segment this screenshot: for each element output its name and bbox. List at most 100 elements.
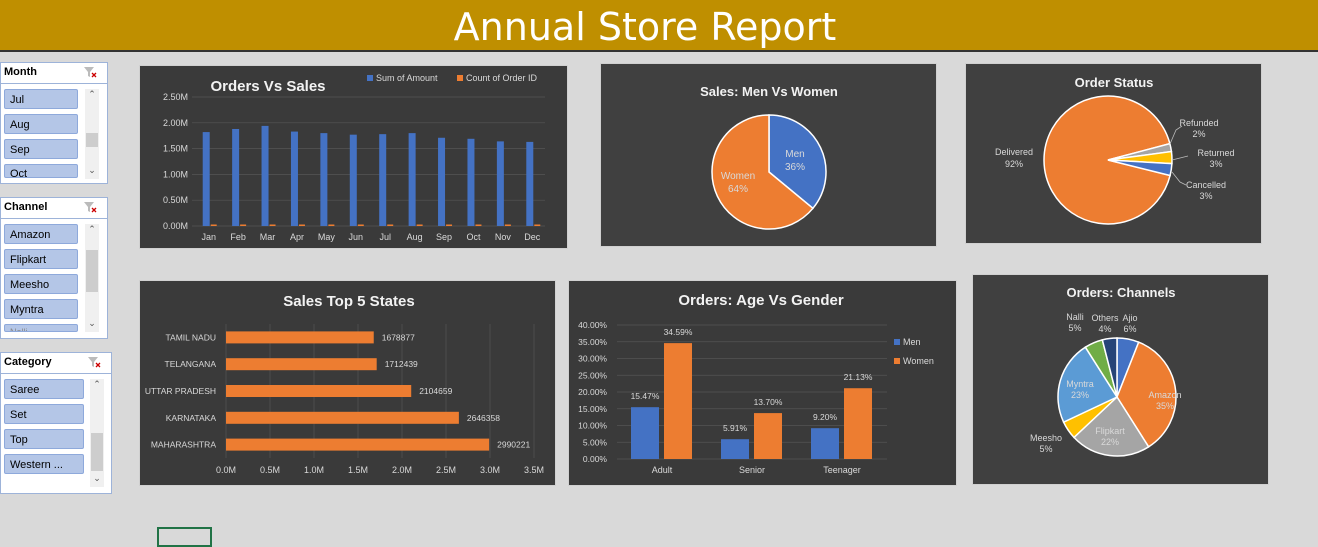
bar-sum-amount xyxy=(232,128,240,226)
bar-order-count xyxy=(504,224,511,226)
bar-men xyxy=(631,407,659,459)
pie-slice-cancelled xyxy=(1107,159,1173,177)
scroll-down-icon[interactable]: ⌄ xyxy=(88,166,96,176)
orders-vs-sales-chart[interactable]: Orders Vs Sales Sum of Amount Count of Ord… xyxy=(139,65,568,249)
bar-data-label: 9.20% xyxy=(813,412,838,422)
bar-men xyxy=(721,439,749,459)
y-tick-label: TELANGANA xyxy=(165,359,217,369)
bar-women xyxy=(664,343,692,459)
y-tick-label: 40.00% xyxy=(578,320,607,330)
category-item-set[interactable]: Set xyxy=(4,404,84,424)
month-item-sep[interactable]: Sep xyxy=(4,139,78,159)
scroll-up-icon[interactable]: ⌃ xyxy=(93,380,101,390)
bar-men xyxy=(811,428,839,459)
pie-slice-men xyxy=(768,114,827,210)
y-tick-label: 0.00% xyxy=(583,454,608,464)
pie-pct-myntra: 23% xyxy=(1071,390,1089,400)
pie-pct-refunded: 2% xyxy=(1192,129,1205,139)
month-scrollbar[interactable]: ⌃ ⌄ xyxy=(85,89,99,179)
category-item-western[interactable]: Western ... xyxy=(4,454,84,474)
selected-cell[interactable] xyxy=(157,527,212,547)
y-tick-label: 30.00% xyxy=(578,354,607,364)
pie-label-refunded: Refunded xyxy=(1179,118,1218,128)
y-tick-label: 35.00% xyxy=(578,337,607,347)
channel-item-meesho[interactable]: Meesho xyxy=(4,274,78,294)
y-tick-label: 2.00M xyxy=(163,118,188,128)
channel-scrollbar[interactable]: ⌃ ⌄ xyxy=(85,224,99,332)
orders-age-vs-gender-chart[interactable]: Orders: Age Vs Gender 0.00% 5.00% 10.00% 15.… xyxy=(568,280,957,486)
chart-title: Sales: Men Vs Women xyxy=(700,84,838,99)
bar-order-count xyxy=(298,224,305,226)
orders-channels-svg: Orders: ChannelsAjio6%Amazon35%Flipkart2… xyxy=(1030,285,1182,457)
month-item-oct[interactable]: Oct xyxy=(4,164,78,178)
channel-item-amazon[interactable]: Amazon xyxy=(4,224,78,244)
y-tick-label: 20.00% xyxy=(578,387,607,397)
channel-item-myntra[interactable]: Myntra xyxy=(4,299,78,319)
pie-slice-flipkart xyxy=(1072,395,1150,457)
scroll-thumb[interactable] xyxy=(86,133,98,147)
x-tick-label: 3.5M xyxy=(524,465,544,475)
bar-state-sales xyxy=(226,358,377,371)
bar-data-label: 2990221 xyxy=(497,440,530,450)
scroll-thumb[interactable] xyxy=(91,433,103,471)
bar-sum-amount xyxy=(290,131,298,226)
pie-label-nalli: Nalli xyxy=(1066,312,1084,322)
slicer-divider xyxy=(1,218,107,219)
channel-slicer-header: Channel xyxy=(4,201,48,213)
orders-vs-sales-svg: Orders Vs Sales Sum of Amount Count of Ord… xyxy=(163,73,545,242)
channel-item-nalli[interactable]: Nalli xyxy=(4,324,78,332)
x-tick-label: 0.0M xyxy=(216,465,236,475)
chart-title: Order Status xyxy=(1075,75,1154,90)
scroll-down-icon[interactable]: ⌄ xyxy=(88,319,96,329)
pie-pct-amazon: 35% xyxy=(1156,401,1174,411)
category-item-saree[interactable]: Saree xyxy=(4,379,84,399)
y-tick-label: MAHARASHTRA xyxy=(151,440,217,450)
scroll-down-icon[interactable]: ⌄ xyxy=(93,474,101,484)
month-slicer[interactable]: Month Jul Aug Sep Oct ⌃ ⌄ xyxy=(0,62,108,184)
channel-slicer[interactable]: Channel Amazon Flipkart Meesho Myntra Na… xyxy=(0,197,108,339)
bar-sum-amount xyxy=(408,133,416,226)
bar-sum-amount xyxy=(202,132,210,226)
y-tick-label: UTTAR PRADESH xyxy=(145,386,216,396)
clear-filter-icon[interactable] xyxy=(87,356,101,368)
bar-women xyxy=(844,388,872,459)
pie-pct-flipkart: 22% xyxy=(1101,437,1119,447)
slicer-divider xyxy=(1,373,111,374)
order-status-chart[interactable]: Order Status Delivered 92% Refunded 2% Return… xyxy=(965,63,1262,244)
pie-label-delivered: Delivered xyxy=(995,147,1033,157)
pie-pct-ajio: 6% xyxy=(1123,324,1136,334)
x-tick-label: Jul xyxy=(379,232,391,242)
legend-label-orders: Count of Order ID xyxy=(466,73,538,83)
pie-label-men: Men xyxy=(785,149,804,160)
scroll-up-icon[interactable]: ⌃ xyxy=(88,90,96,100)
bar-data-label: 1712439 xyxy=(385,359,418,369)
channel-item-flipkart[interactable]: Flipkart xyxy=(4,249,78,269)
scroll-up-icon[interactable]: ⌃ xyxy=(88,225,96,235)
clear-filter-icon[interactable] xyxy=(83,66,97,78)
month-item-aug[interactable]: Aug xyxy=(4,114,78,134)
legend-swatch-men xyxy=(894,339,900,345)
y-tick-label: 5.00% xyxy=(583,437,608,447)
clear-filter-icon[interactable] xyxy=(83,201,97,213)
scroll-thumb[interactable] xyxy=(86,250,98,292)
bar-data-label: 21.13% xyxy=(844,372,873,382)
bar-order-count xyxy=(240,224,247,226)
bar-data-label: 34.59% xyxy=(664,327,693,337)
pie-slice-myntra xyxy=(1057,346,1119,424)
x-tick-label: 3.0M xyxy=(480,465,500,475)
pie-pct-men: 36% xyxy=(785,162,805,173)
category-scrollbar[interactable]: ⌃ ⌄ xyxy=(90,379,104,487)
legend-label-women: Women xyxy=(903,356,934,366)
y-tick-label: KARNATAKA xyxy=(166,413,217,423)
orders-channels-chart[interactable]: Orders: Channels Ajio 6% Amazon 35% Flipkart 2… xyxy=(972,274,1269,485)
month-item-jul[interactable]: Jul xyxy=(4,89,78,109)
x-tick-label: Dec xyxy=(524,232,541,242)
sales-men-vs-women-chart[interactable]: Sales: Men Vs Women Men 36% Women 64% xyxy=(600,63,937,247)
slicer-divider xyxy=(1,83,107,84)
bar-state-sales xyxy=(226,411,459,424)
leader-line xyxy=(1169,125,1183,145)
pie-label-others: Others xyxy=(1091,313,1119,323)
category-slicer[interactable]: Category Saree Set Top Western ... ⌃ ⌄ xyxy=(0,352,112,494)
category-item-top[interactable]: Top xyxy=(4,429,84,449)
sales-top-5-states-chart[interactable]: Sales Top 5 States 0.0M 0.5M 1.0M 1.5M 2.0M 2.… xyxy=(139,280,556,486)
